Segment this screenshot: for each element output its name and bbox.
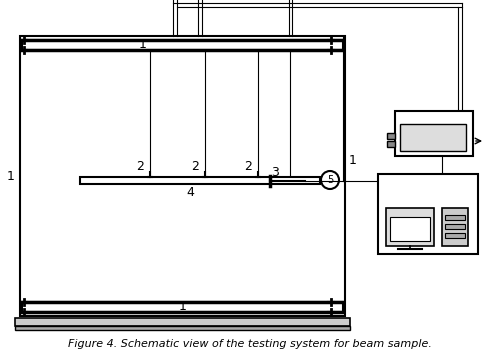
Text: 1: 1 (138, 39, 146, 51)
Bar (390, 217, 430, 241)
Text: Figure 4. Schematic view of the testing system for beam sample.: Figure 4. Schematic view of the testing … (68, 339, 432, 349)
Text: 3: 3 (271, 166, 279, 178)
Bar (445, 233, 465, 238)
Bar (15, 326, 350, 330)
Text: 5: 5 (327, 175, 333, 185)
Text: 1: 1 (7, 170, 15, 183)
Bar (445, 224, 465, 229)
Bar (22, 302, 343, 312)
Bar (22, 302, 343, 312)
Bar (442, 208, 468, 246)
Text: 6: 6 (430, 113, 438, 126)
Bar (386, 208, 434, 246)
Bar (387, 133, 395, 139)
Bar (378, 174, 478, 254)
Text: 2: 2 (191, 160, 199, 173)
Text: 2: 2 (244, 160, 252, 173)
Text: 1: 1 (178, 301, 186, 314)
Bar (22, 40, 343, 50)
Text: 4: 4 (186, 185, 194, 199)
Bar (80, 177, 320, 184)
Bar (395, 111, 473, 156)
Bar (20, 36, 345, 316)
Bar (387, 141, 395, 147)
Text: 1: 1 (349, 154, 357, 167)
Bar (22, 40, 343, 50)
Text: 7: 7 (424, 176, 432, 188)
Bar (15, 318, 350, 326)
Text: 2: 2 (136, 160, 144, 173)
Bar (400, 124, 466, 151)
Bar (445, 215, 465, 220)
